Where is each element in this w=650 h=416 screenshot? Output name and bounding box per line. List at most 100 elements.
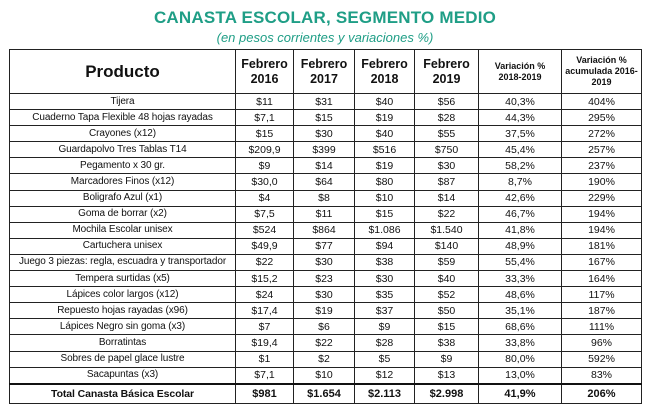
cell-feb-2016: $11 [235, 92, 294, 111]
table-row: Mochila Escolar unisex $524 $864 $1.086 … [9, 221, 642, 239]
total-acumulada: 206% [561, 382, 642, 404]
cell-feb-2018: $37 [354, 302, 415, 320]
cell-feb-2018: $28 [354, 334, 415, 352]
header-feb-2019-month: Febrero [423, 56, 470, 71]
cell-variacion: 35,1% [478, 302, 562, 320]
cell-product: Juego 3 piezas: regla, escuadra y transp… [9, 253, 236, 272]
header-feb-2017: Febrero 2017 [293, 49, 355, 94]
cell-feb-2019: $40 [414, 270, 479, 288]
cell-feb-2016: $4 [235, 189, 294, 207]
table-row: Guardapolvo Tres Tablas T14 $209,9 $399 … [9, 141, 642, 159]
cell-variacion: 40,3% [478, 92, 562, 111]
cell-feb-2016: $19,4 [235, 334, 294, 352]
cell-acumulada: 194% [561, 205, 642, 223]
header-acumulada-line3: 2019 [591, 77, 612, 87]
total-variacion: 41,9% [478, 382, 562, 404]
cell-feb-2017: $23 [293, 270, 355, 288]
header-feb-2018-year: 2018 [370, 71, 399, 86]
cell-feb-2016: $24 [235, 286, 294, 304]
cell-feb-2016: $7 [235, 318, 294, 336]
table-header-row: Producto Febrero 2016 Febrero 2017 Febre… [9, 49, 642, 94]
cell-feb-2018: $10 [354, 189, 415, 207]
prices-table: Producto Febrero 2016 Febrero 2017 Febre… [9, 49, 642, 404]
cell-variacion: 55,4% [478, 253, 562, 272]
table-row: Boligrafo Azul (x1) $4 $8 $10 $14 42,6% … [9, 189, 642, 207]
cell-product: Sobres de papel glace lustre [9, 350, 236, 368]
cell-feb-2018: $516 [354, 141, 415, 159]
cell-product: Borratintas [9, 334, 236, 352]
total-feb-2019: $2.998 [414, 382, 479, 404]
cell-feb-2019: $52 [414, 286, 479, 304]
cell-product: Pegamento x 30 gr. [9, 157, 236, 175]
cell-product: Sacapuntas (x3) [9, 366, 236, 385]
cell-product: Tijera [9, 92, 236, 111]
cell-feb-2017: $31 [293, 92, 355, 111]
cell-feb-2019: $13 [414, 366, 479, 385]
cell-acumulada: 117% [561, 286, 642, 304]
cell-variacion: 8,7% [478, 173, 562, 191]
header-variacion-acumulada: Variación % acumulada 2016- 2019 [561, 49, 642, 94]
cell-variacion: 33,3% [478, 270, 562, 288]
cell-acumulada: 229% [561, 189, 642, 207]
total-row: Total Canasta Básica Escolar $981 $1.654… [9, 382, 642, 404]
cell-feb-2017: $2 [293, 350, 355, 368]
cell-feb-2017: $30 [293, 125, 355, 143]
cell-variacion: 58,2% [478, 157, 562, 175]
cell-feb-2018: $38 [354, 253, 415, 272]
cell-acumulada: 83% [561, 366, 642, 385]
cell-acumulada: 404% [561, 92, 642, 111]
cell-acumulada: 167% [561, 253, 642, 272]
table-row: Pegamento x 30 gr. $9 $14 $19 $30 58,2% … [9, 157, 642, 175]
cell-product: Goma de borrar (x2) [9, 205, 236, 223]
cell-feb-2018: $40 [354, 92, 415, 111]
table-row: Lápices color largos (x12) $24 $30 $35 $… [9, 286, 642, 304]
cell-variacion: 68,6% [478, 318, 562, 336]
cell-acumulada: 592% [561, 350, 642, 368]
table-row: Juego 3 piezas: regla, escuadra y transp… [9, 253, 642, 272]
cell-feb-2016: $49,9 [235, 237, 294, 255]
header-variacion-line2: 2018-2019 [498, 71, 542, 82]
table-row: Crayones (x12) $15 $30 $40 $55 37,5% 272… [9, 125, 642, 143]
cell-product: Lápices color largos (x12) [9, 286, 236, 304]
cell-feb-2018: $40 [354, 125, 415, 143]
cell-feb-2016: $209,9 [235, 141, 294, 159]
table-row: Repuesto hojas rayadas (x96) $17,4 $19 $… [9, 302, 642, 320]
table-row: Goma de borrar (x2) $7,5 $11 $15 $22 46,… [9, 205, 642, 223]
cell-acumulada: 190% [561, 173, 642, 191]
cell-feb-2018: $35 [354, 286, 415, 304]
cell-variacion: 46,7% [478, 205, 562, 223]
total-label: Total Canasta Básica Escolar [9, 382, 236, 404]
cell-feb-2016: $22 [235, 253, 294, 272]
cell-feb-2016: $15 [235, 125, 294, 143]
cell-acumulada: 96% [561, 334, 642, 352]
cell-product: Mochila Escolar unisex [9, 221, 236, 239]
cell-feb-2016: $17,4 [235, 302, 294, 320]
cell-feb-2019: $1.540 [414, 221, 479, 239]
cell-variacion: 13,0% [478, 366, 562, 385]
header-variacion-line1: Variación % [494, 60, 546, 71]
cell-feb-2018: $5 [354, 350, 415, 368]
header-acumulada-line1: Variación % [576, 55, 627, 65]
cell-variacion: 44,3% [478, 109, 562, 127]
cell-feb-2019: $87 [414, 173, 479, 191]
cell-acumulada: 272% [561, 125, 642, 143]
cell-feb-2018: $9 [354, 318, 415, 336]
total-feb-2017: $1.654 [293, 382, 355, 404]
cell-product: Repuesto hojas rayadas (x96) [9, 302, 236, 320]
cell-product: Cuaderno Tapa Flexible 48 hojas rayadas [9, 109, 236, 127]
cell-feb-2017: $8 [293, 189, 355, 207]
cell-feb-2017: $30 [293, 253, 355, 272]
cell-feb-2016: $7,1 [235, 366, 294, 385]
cell-acumulada: 237% [561, 157, 642, 175]
table-row: Sacapuntas (x3) $7,1 $10 $12 $13 13,0% 8… [9, 366, 642, 385]
header-feb-2016-year: 2016 [250, 71, 279, 86]
cell-feb-2017: $15 [293, 109, 355, 127]
header-variacion: Variación % 2018-2019 [478, 49, 562, 94]
cell-product: Marcadores Finos (x12) [9, 173, 236, 191]
table-row: Cuaderno Tapa Flexible 48 hojas rayadas … [9, 109, 642, 127]
cell-feb-2018: $94 [354, 237, 415, 255]
cell-feb-2019: $140 [414, 237, 479, 255]
header-feb-2017-month: Febrero [300, 56, 348, 71]
cell-product: Crayones (x12) [9, 125, 236, 143]
cell-feb-2018: $19 [354, 157, 415, 175]
